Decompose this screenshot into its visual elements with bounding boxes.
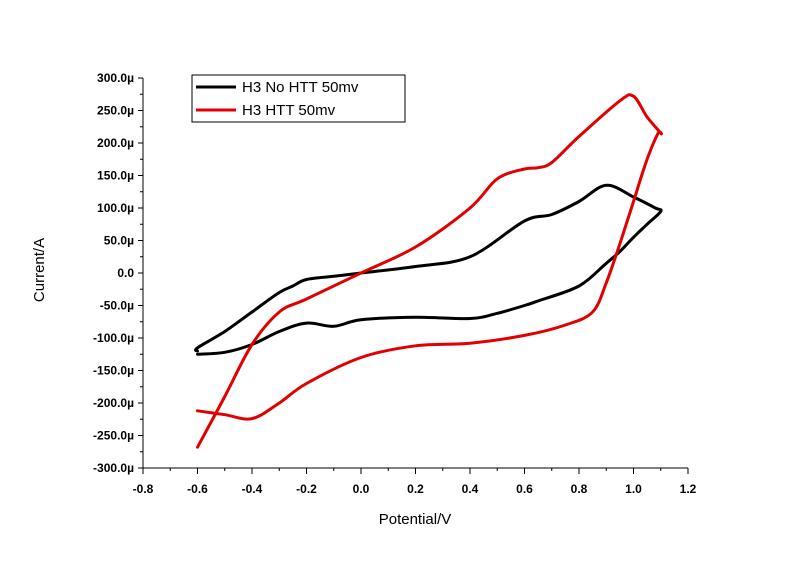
legend: H3 No HTT 50mv H3 HTT 50mv [191, 74, 406, 123]
y-tick-label: 250.0µ [97, 104, 134, 118]
x-tick-label: -0.2 [296, 482, 317, 496]
series-line-no-htt [194, 183, 663, 356]
y-tick-label: -150.0µ [93, 364, 134, 378]
x-axis-title: Potential/V [379, 511, 452, 528]
x-tick-label: 1.0 [625, 482, 642, 496]
y-tick-label: 0.0 [117, 266, 134, 280]
legend-label-no-htt: H3 No HTT 50mv [242, 79, 359, 96]
x-tick-label: 0.6 [516, 482, 533, 496]
axes: 300.0µ 250.0µ 200.0µ 150.0µ 100.0µ 50.0µ 0.0 -5… [93, 71, 697, 496]
y-tick-label: -100.0µ [93, 331, 134, 345]
series-line-htt [196, 93, 663, 449]
x-tick-label: 0.8 [571, 482, 588, 496]
y-tick-label: -50.0µ [100, 299, 134, 313]
x-tick-label: -0.8 [133, 482, 154, 496]
y-tick-label: 50.0µ [104, 234, 134, 248]
y-tick-label: 200.0µ [97, 136, 134, 150]
x-tick-label: 0.0 [353, 482, 370, 496]
y-axis-title: Current/A [31, 238, 48, 302]
y-tick-label: -200.0µ [93, 396, 134, 410]
x-tick-label: 1.2 [680, 482, 697, 496]
y-tick-label: 150.0µ [97, 169, 134, 183]
x-tick-label: -0.4 [242, 482, 263, 496]
y-tick-label: -250.0µ [93, 429, 134, 443]
y-tick-label: 100.0µ [97, 201, 134, 215]
x-tick-label: 0.4 [462, 482, 479, 496]
series-layer [194, 93, 663, 449]
x-tick-label: 0.2 [407, 482, 424, 496]
y-tick-label: 300.0µ [97, 71, 134, 85]
legend-box [191, 74, 406, 123]
y-tick-label: -300.0µ [93, 461, 134, 475]
legend-label-htt: H3 HTT 50mv [242, 102, 336, 119]
x-tick-label: -0.6 [187, 482, 208, 496]
